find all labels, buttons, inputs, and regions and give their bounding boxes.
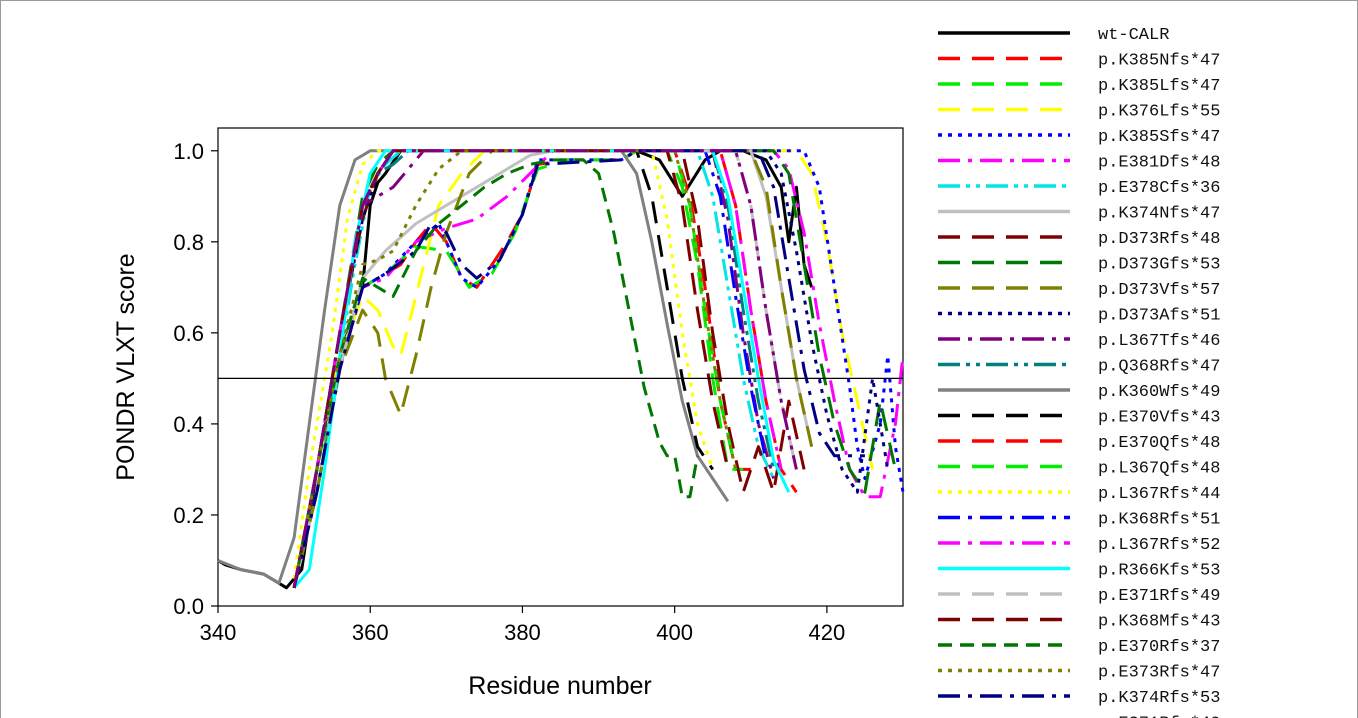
series-line-11 bbox=[292, 149, 814, 589]
legend-label: p.Q368Rfs*47 bbox=[1098, 358, 1220, 377]
ticks-layer: 340 360 380 400 420 0.0 0.2 0.4 0.6 0.8 1.0 bbox=[173, 139, 845, 645]
y-tick-label: 0.0 bbox=[173, 594, 204, 619]
series-line-9 bbox=[292, 149, 806, 589]
series-line-2 bbox=[292, 149, 751, 589]
x-axis-title: Residue number bbox=[468, 672, 651, 700]
y-axis-title: PONDR VLXT score bbox=[112, 253, 140, 480]
series-line-6 bbox=[292, 149, 905, 589]
legend-label: p.E373Rfs*47 bbox=[1098, 664, 1220, 683]
legend-label: p.E378Cfs*36 bbox=[1098, 179, 1220, 198]
series-line-25 bbox=[292, 158, 699, 589]
series-line-1 bbox=[217, 149, 814, 590]
legend-label: p.K374Rfs*53 bbox=[1098, 689, 1220, 708]
legend-label: p.K385Nfs*47 bbox=[1098, 52, 1220, 71]
y-tick-label: 0.6 bbox=[173, 321, 204, 346]
series-line-21 bbox=[292, 149, 783, 589]
x-tick-label: 360 bbox=[352, 620, 389, 645]
series-line-14 bbox=[292, 149, 776, 589]
x-tick-label: 340 bbox=[200, 620, 237, 645]
legend-label: p.L367Qfs*48 bbox=[1098, 460, 1220, 479]
legend-label: p.K374Nfs*47 bbox=[1098, 205, 1220, 224]
legend-label: p.K368Mfs*43 bbox=[1098, 613, 1220, 632]
legend-label: p.D373Gfs*53 bbox=[1098, 256, 1220, 275]
legend-label: p.K368Rfs*51 bbox=[1098, 511, 1220, 530]
legend-label: p.K376Lfs*55 bbox=[1098, 103, 1220, 122]
x-tick-label: 420 bbox=[809, 620, 846, 645]
legend-label: p.E370Qfs*48 bbox=[1098, 434, 1220, 453]
x-tick-label: 400 bbox=[656, 620, 693, 645]
legend-label: wt-CALR bbox=[1098, 26, 1169, 45]
legend-label: p.L367Rfs*44 bbox=[1098, 485, 1220, 504]
legend-label: p.E370Vfs*43 bbox=[1098, 409, 1220, 428]
series-line-26 bbox=[292, 149, 738, 589]
legend-label: p.K385Sfs*47 bbox=[1098, 128, 1220, 147]
legend: wt-CALR p.K385Nfs*47 p.K385Lfs*47 p.K376Lfs… bbox=[938, 26, 1220, 718]
legend-label: p.E370Rfs*37 bbox=[1098, 638, 1220, 657]
legend-label: p.D373Afs*51 bbox=[1098, 307, 1220, 326]
series-line-19 bbox=[292, 149, 715, 579]
y-tick-label: 1.0 bbox=[173, 139, 204, 164]
series-line-12 bbox=[292, 149, 890, 589]
legend-label: p.D373Rfs*48 bbox=[1098, 230, 1220, 249]
legend-label: p.K360Wfs*49 bbox=[1098, 383, 1220, 402]
series-line-16 bbox=[292, 149, 714, 589]
legend-label: p.E371Rfs*49 bbox=[1098, 715, 1220, 718]
legend-label: p.R366Kfs*53 bbox=[1098, 562, 1220, 581]
y-tick-label: 0.8 bbox=[173, 230, 204, 255]
series-line-8 bbox=[292, 149, 814, 589]
series-line-5 bbox=[292, 149, 905, 589]
series-layer bbox=[217, 149, 905, 590]
legend-label: p.K385Lfs*47 bbox=[1098, 77, 1220, 96]
series-line-7 bbox=[292, 149, 775, 589]
plot-area-frame bbox=[217, 127, 904, 607]
series-line-10 bbox=[292, 149, 897, 589]
legend-label: p.L367Tfs*46 bbox=[1098, 332, 1220, 351]
legend-label: p.E381Dfs*48 bbox=[1098, 154, 1220, 173]
y-tick-label: 0.4 bbox=[173, 412, 204, 437]
series-line-15 bbox=[217, 149, 730, 585]
series-line-13 bbox=[292, 149, 776, 589]
legend-label: p.E371Rfs*49 bbox=[1098, 587, 1220, 606]
series-line-27 bbox=[292, 149, 865, 589]
x-tick-label: 380 bbox=[504, 620, 541, 645]
y-tick-label: 0.2 bbox=[173, 503, 204, 528]
legend-label: p.D373Vfs*57 bbox=[1098, 281, 1220, 300]
legend-label: p.L367Rfs*52 bbox=[1098, 536, 1220, 555]
